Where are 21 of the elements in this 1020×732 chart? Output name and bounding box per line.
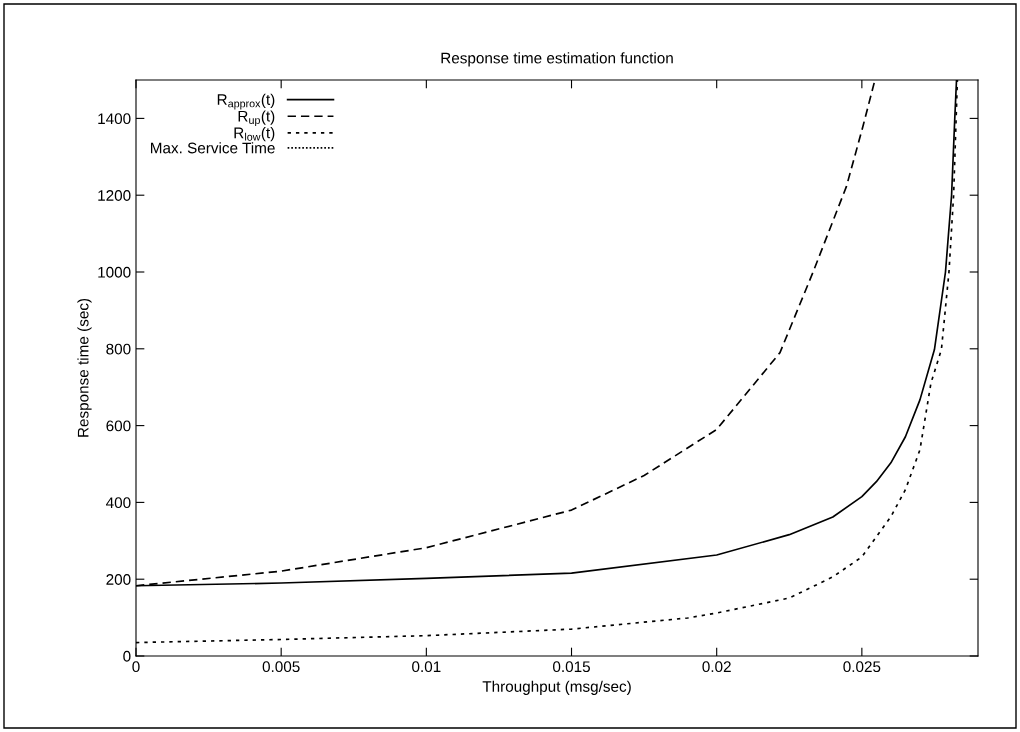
x-tick-label: 0.01 bbox=[412, 661, 441, 673]
y-tick-label: 600 bbox=[106, 420, 131, 432]
legend-label: R$_{approx}$(t) bbox=[217, 93, 275, 110]
y-tick-label: 400 bbox=[106, 497, 131, 509]
y-tick-label: 1400 bbox=[98, 113, 131, 125]
legend-label: R$_{up}$(t) bbox=[238, 110, 275, 127]
y-tick-label: 200 bbox=[106, 574, 131, 585]
x-tick-label: 0.02 bbox=[702, 661, 731, 673]
x-tick-label: 0 bbox=[132, 661, 140, 673]
x-tick-label: 0.025 bbox=[843, 661, 881, 673]
x-axis-title: Throughput (msg/sec) bbox=[482, 680, 631, 695]
chart-title: Response time estimation function bbox=[441, 52, 673, 67]
x-tick-label: 0.005 bbox=[262, 661, 300, 673]
y-tick-label: 800 bbox=[106, 343, 131, 355]
y-axis-title: Response time (sec) bbox=[77, 298, 92, 437]
x-tick-label: 0.015 bbox=[553, 661, 590, 673]
legend-label: Max. Service Time bbox=[151, 142, 275, 154]
y-tick-label: 0 bbox=[123, 650, 131, 662]
y-tick-label: 1200 bbox=[98, 190, 131, 201]
y-tick-label: 1000 bbox=[98, 266, 131, 278]
legend-label: R$_{low}$(t) bbox=[234, 127, 275, 142]
